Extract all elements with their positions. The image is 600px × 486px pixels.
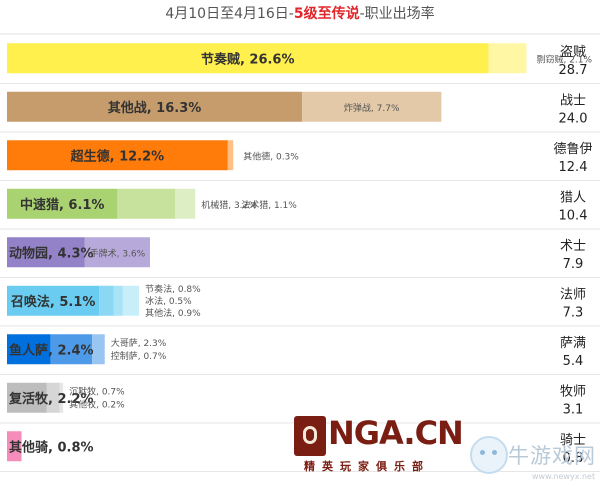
sub-archetype-label: 手牌术, 3.6% [90,247,146,259]
chart-title: 4月10日至4月16日-5级至传说-职业出场率 [0,3,600,23]
sub-archetype-label: 剽窃贼, 2.1% [536,53,592,65]
nga-brand-name: NGA.CN [328,414,464,452]
bar-segment-main [7,431,22,462]
class-total: 5.4 [563,354,584,369]
bar-segment-sub [302,91,442,122]
main-archetype-label: 召唤法, 5.1% [11,294,96,310]
sub-archetype-label: 节奏法, 0.8% [145,283,201,295]
class-total: 7.9 [563,257,584,272]
bar-segment-main [7,285,100,316]
bar-segment-sub [84,237,150,268]
main-archetype-label: 超生德, 12.2% [71,148,165,164]
class-row: 鱼人萨, 2.4% 大哥萨, 2.3%控制萨, 0.7% 萨满 5.4 [0,334,600,375]
class-row: 节奏贼, 26.6% 剽窃贼, 2.1%盗贼 28.7 [0,43,600,84]
bar-segment-main [7,334,51,365]
class-name: 术士 [560,239,586,254]
class-total: 28.7 [559,63,588,78]
class-total: 3.1 [563,403,584,418]
bar-segment-main [7,140,228,171]
main-archetype-label: 复活牧, 2.2% [8,391,94,407]
class-name: 盗贼 [560,44,586,60]
main-archetype-label: 动物园, 4.3% [9,245,94,261]
title-suffix: -职业出场率 [359,6,435,22]
bar-segment-sub [50,334,93,365]
bar-segment-main [7,91,303,122]
class-name: 萨满 [560,336,586,351]
class-total: 12.4 [559,160,588,175]
sub-archetype-label: 控制萨, 0.7% [111,350,167,362]
sub-archetype-label: 大哥萨, 2.3% [111,337,167,349]
class-row: 动物园, 4.3%手牌术, 3.6% 术士 7.9 [0,237,600,278]
newyx-site-name: 牛游戏网 [508,444,596,468]
class-row: 其他战, 16.3% 炸弹战, 7.7% 战士 24.0 [0,91,600,133]
class-row: 超生德, 12.2% 其他德, 0.3% 德鲁伊 12.4 [0,140,600,181]
class-total: 24.0 [559,112,588,127]
sub-archetype-label: 其他法, 0.9% [145,307,201,319]
class-name: 牧师 [560,385,586,400]
class-name: 德鲁伊 [553,142,592,157]
bar-segment-sub [175,188,196,219]
bar-segment-sub [113,285,123,316]
newyx-site-url: www.newyx.net [532,472,596,481]
bar-segment-sub [59,382,64,413]
bar-segment-sub [92,334,105,365]
main-archetype-label: 节奏贼, 26.6% [201,51,295,67]
class-total: 10.4 [559,209,588,224]
bar-segment-sub [227,140,234,171]
paw-logo-icon [294,416,326,456]
sub-archetype-label: 法术猎, 1.1% [241,199,297,211]
sub-archetype-label: 机械猎, 3.2% [201,199,257,211]
nga-watermark: NGA.CN 精英玩家俱乐部 [294,414,464,474]
class-row: 中速猎, 6.1% 机械猎, 3.2%法术猎, 1.1% 猎人 10.4 [0,188,600,230]
sub-archetype-label: 沉默牧, 0.7% [69,385,125,397]
cow-mascot-icon [470,436,508,474]
sub-archetype-label: 炸弹战, 7.7% [344,102,400,114]
bar-segment-main [7,237,85,268]
main-archetype-label: 其他骑, 0.8% [9,439,94,455]
class-row: 复活牧, 2.2%沉默牧, 0.7%其他牧, 0.2% 牧师 3.1 [0,382,600,424]
bar-segment-sub [488,43,527,74]
bar-segment-main [7,188,118,219]
bar-segment-sub [99,285,114,316]
title-prefix: 4月10日至4月16日- [165,6,294,22]
bar-segment-main [7,382,47,413]
bar-segment-main [7,43,489,74]
class-row: 召唤法, 5.1% 节奏法, 0.8%冰法, 0.5%其他法, 0.9% 法师 7.3 [0,283,600,327]
newyx-watermark: 牛游戏网 www.newyx.net [462,436,600,486]
sub-archetype-label: 其他牧, 0.2% [69,398,125,410]
class-total: 7.3 [563,306,584,321]
bar-segment-sub [122,285,140,316]
class-row: 其他骑, 0.8% 骑士 0.8 [0,431,600,472]
bar-segment-sub [117,188,176,219]
class-name: 法师 [560,288,586,303]
class-name: 战士 [560,94,586,109]
class-name: 猎人 [560,191,586,206]
class-name: 骑士 [560,433,586,448]
main-archetype-label: 中速猎, 6.1% [20,197,105,213]
class-total: 0.8 [563,451,584,466]
bar-segment-sub [46,382,60,413]
title-highlight: 5级至传说 [293,6,360,22]
nga-brand-subtitle: 精英玩家俱乐部 [304,460,430,473]
main-archetype-label: 鱼人萨, 2.4% [9,342,94,358]
sub-archetype-label: 冰法, 0.5% [145,295,192,307]
main-archetype-label: 其他战, 16.3% [108,100,202,116]
sub-archetype-label: 其他德, 0.3% [243,150,299,162]
